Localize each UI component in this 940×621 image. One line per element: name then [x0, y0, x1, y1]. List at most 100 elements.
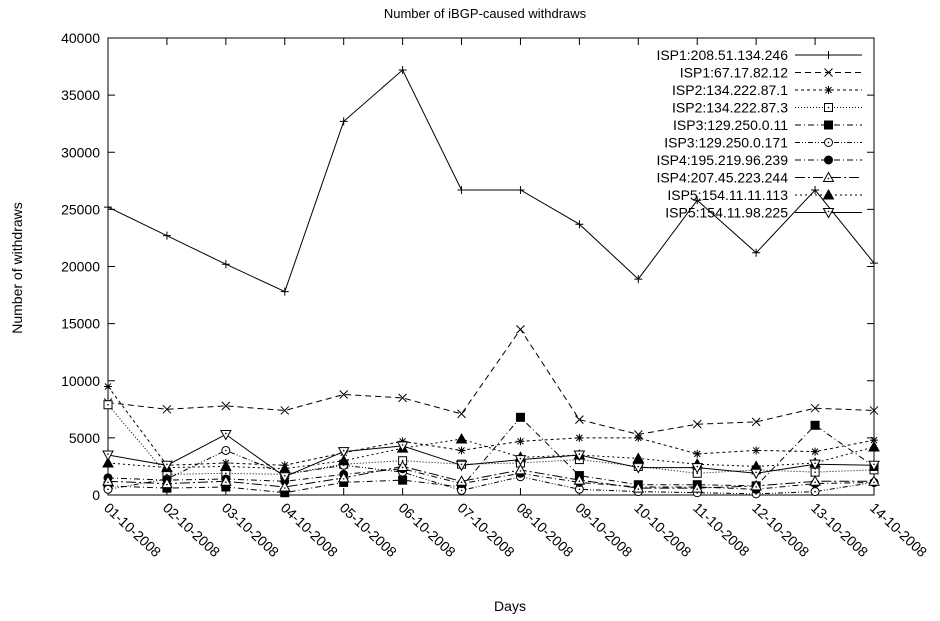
point-marker-dot	[461, 481, 463, 483]
axis-ticks: 0 5000 10000 15000 20000 25000 30000 35000 40000…	[61, 30, 930, 560]
point-marker	[825, 86, 833, 94]
x-tick-label: 11-10-2008	[690, 499, 753, 559]
x-tick-label: 13-10-2008	[808, 499, 871, 560]
legend-label: ISP1:67.17.82.12	[680, 65, 788, 81]
legend-label: ISP2:134.222.87.3	[672, 100, 788, 116]
point-marker	[281, 288, 289, 296]
legend-label: ISP1:208.51.134.246	[656, 47, 788, 63]
x-tick-label: 12-10-2008	[749, 499, 812, 560]
point-marker	[575, 434, 583, 442]
y-tick-label: 25000	[61, 201, 100, 217]
y-tick-label: 30000	[61, 144, 100, 160]
legend-label: ISP2:134.222.87.1	[672, 82, 788, 98]
point-marker-dot	[755, 471, 757, 473]
point-marker	[516, 186, 524, 194]
point-marker-dot	[828, 142, 830, 144]
point-marker-dot	[461, 463, 463, 465]
point-marker	[458, 186, 466, 194]
legend: ISP1:208.51.134.246ISP1:67.17.82.12ISP2:…	[656, 47, 862, 221]
point-marker	[163, 232, 171, 240]
x-tick-label: 14-10-2008	[867, 499, 930, 560]
point-marker	[104, 382, 112, 390]
x-tick-label: 08-10-2008	[513, 499, 576, 560]
point-marker-dot	[828, 178, 830, 180]
y-tick-label: 0	[92, 487, 100, 503]
point-marker-dot	[107, 404, 109, 406]
point-marker-dot	[107, 488, 109, 490]
point-marker-dot	[225, 433, 227, 435]
series-line	[108, 439, 874, 469]
x-tick-label: 07-10-2008	[454, 499, 517, 560]
point-marker	[825, 156, 833, 164]
point-marker	[516, 413, 524, 421]
point-marker	[634, 434, 642, 442]
series-group	[103, 430, 879, 481]
series-line	[108, 405, 874, 475]
point-marker-dot	[638, 466, 640, 468]
y-tick-label: 40000	[61, 30, 100, 46]
point-marker-dot	[284, 487, 286, 489]
point-marker-dot	[579, 488, 581, 490]
x-tick-label: 03-10-2008	[219, 499, 282, 560]
y-tick-label: 10000	[61, 373, 100, 389]
point-marker-dot	[343, 450, 345, 452]
x-tick-label: 10-10-2008	[631, 499, 694, 560]
series-group	[104, 465, 878, 494]
point-marker-dot	[873, 463, 875, 465]
point-marker	[869, 442, 879, 451]
point-marker	[516, 325, 524, 333]
point-marker-dot	[814, 491, 816, 493]
point-marker	[825, 121, 833, 129]
point-marker-dot	[696, 488, 698, 490]
y-tick-label: 35000	[61, 87, 100, 103]
point-marker	[752, 446, 760, 454]
legend-label: ISP3:129.250.0.11	[673, 117, 788, 133]
y-tick-label: 15000	[61, 316, 100, 332]
point-marker-dot	[520, 470, 522, 472]
point-marker-dot	[814, 462, 816, 464]
point-marker	[825, 51, 833, 59]
point-marker-dot	[814, 471, 816, 473]
point-marker-dot	[520, 458, 522, 460]
point-marker-dot	[402, 444, 404, 446]
x-tick-label: 04-10-2008	[278, 499, 341, 560]
legend-label: ISP3:129.250.0.171	[664, 135, 788, 151]
point-marker	[752, 418, 760, 426]
x-tick-label: 09-10-2008	[572, 499, 635, 560]
point-marker-dot	[284, 475, 286, 477]
chart-title: Number of iBGP-caused withdraws	[384, 6, 587, 21]
point-marker	[457, 434, 467, 443]
point-marker-dot	[402, 467, 404, 469]
x-tick-label: 05-10-2008	[337, 499, 400, 560]
series-group	[104, 413, 878, 496]
point-marker-dot	[225, 472, 227, 474]
point-marker-dot	[755, 486, 757, 488]
point-marker-dot	[461, 490, 463, 492]
point-marker	[516, 437, 524, 445]
point-marker-dot	[873, 481, 875, 483]
point-marker-dot	[814, 481, 816, 483]
point-marker-dot	[638, 488, 640, 490]
point-marker-dot	[579, 453, 581, 455]
point-marker	[693, 450, 701, 458]
point-marker-dot	[107, 453, 109, 455]
point-marker	[811, 448, 819, 456]
legend-label: ISP4:207.45.223.244	[656, 170, 788, 186]
point-marker	[458, 410, 466, 418]
series-group	[104, 325, 878, 438]
point-marker-dot	[225, 481, 227, 483]
legend-label: ISP5:154.11.98.225	[665, 205, 788, 221]
point-marker-dot	[166, 463, 168, 465]
point-marker	[399, 476, 407, 484]
y-axis-label: Number of withdraws	[9, 202, 25, 334]
point-marker	[222, 260, 230, 268]
point-marker-dot	[696, 466, 698, 468]
point-marker	[575, 416, 583, 424]
x-axis-label: Days	[494, 598, 526, 614]
x-tick-label: 02-10-2008	[160, 499, 223, 560]
point-marker-dot	[343, 478, 345, 480]
legend-label: ISP5:154.11.11.113	[667, 187, 788, 203]
series-group	[104, 401, 878, 479]
point-marker-dot	[828, 211, 830, 213]
